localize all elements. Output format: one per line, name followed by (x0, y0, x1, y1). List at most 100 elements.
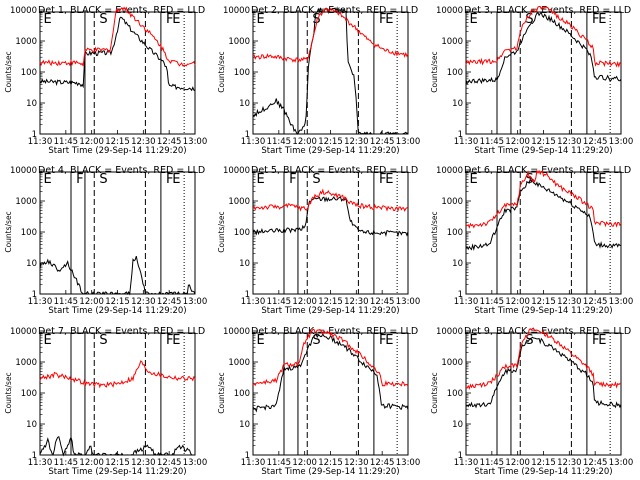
y-tick-label: 1 (245, 451, 250, 461)
x-tick-label: 12:15 (105, 458, 130, 468)
x-axis-label: Start Time (29-Sep-14 11:29:20) (261, 306, 399, 316)
y-tick-label: 10 (26, 420, 37, 430)
y-tick-label: 1000 (228, 37, 250, 47)
x-tick-label: 11:30 (28, 458, 53, 468)
x-tick-label: 13:00 (609, 137, 634, 147)
segment-label: S (525, 12, 533, 27)
x-tick-label: 12:45 (157, 458, 182, 468)
segment-label: E (385, 12, 393, 27)
x-tick-label: 12:15 (318, 458, 343, 468)
plot-frame (252, 11, 409, 135)
x-tick-label: 11:45 (54, 297, 79, 307)
panel-det-8: Det 8, BLACK = Events, RED = LLD 1 10 100 10… (217, 326, 420, 477)
segment-label: S (312, 333, 320, 348)
x-tick-label: 12:30 (557, 137, 582, 147)
plot-frame (252, 332, 409, 456)
series-line-black (39, 255, 196, 296)
x-axis-label: Start Time (29-Sep-14 11:29:20) (474, 467, 612, 477)
x-tick-label: 12:45 (370, 137, 395, 147)
x-tick-label: 12:45 (370, 458, 395, 468)
x-tick-label: 11:30 (241, 297, 266, 307)
segment-label: S (312, 12, 320, 27)
segment-label: E (385, 333, 393, 348)
y-tick-label: 1 (32, 130, 37, 140)
y-tick-label: 10000 (436, 327, 463, 337)
x-tick-label: 12:45 (583, 297, 608, 307)
panel-title: Det 6, BLACK = Events, RED = LLD (464, 165, 631, 176)
segment-label: F (166, 12, 173, 27)
plot-frame (465, 11, 622, 135)
y-tick-label: 1000 (15, 197, 37, 207)
y-tick-label: 10000 (223, 327, 250, 337)
x-tick-label: 12:45 (583, 458, 608, 468)
x-tick-label: 12:45 (370, 297, 395, 307)
series-line-red (39, 6, 196, 67)
segment-label: E (172, 172, 180, 187)
x-tick-label: 12:30 (557, 297, 582, 307)
segment-label: S (525, 333, 533, 348)
segment-label: F (592, 172, 599, 187)
segment-label: F (379, 172, 386, 187)
x-tick-label: 12:30 (131, 137, 156, 147)
x-tick-label: 12:15 (531, 458, 556, 468)
series-line-red (252, 328, 409, 387)
x-tick-label: 12:00 (505, 137, 530, 147)
y-axis-label: Counts/sec (430, 51, 439, 92)
y-tick-label: 1 (245, 130, 250, 140)
x-tick-label: 13:00 (183, 137, 208, 147)
segment-label: F (76, 172, 83, 187)
x-tick-label: 13:00 (609, 297, 634, 307)
y-tick-label: 10000 (10, 327, 37, 337)
segment-label: E (598, 333, 606, 348)
x-tick-label: 12:00 (292, 137, 317, 147)
x-tick-label: 12:30 (344, 458, 369, 468)
y-axis-label: Counts/sec (430, 211, 439, 252)
y-tick-label: 1 (458, 451, 463, 461)
x-tick-label: 12:00 (292, 297, 317, 307)
x-tick-label: 12:30 (557, 458, 582, 468)
segment-label: F (379, 333, 386, 348)
x-tick-label: 12:00 (292, 458, 317, 468)
y-tick-label: 10 (452, 259, 463, 269)
x-tick-label: 11:45 (54, 137, 79, 147)
x-tick-label: 11:45 (480, 458, 505, 468)
segment-label: F (166, 333, 173, 348)
x-tick-label: 11:30 (454, 297, 479, 307)
series-line-black (465, 11, 622, 85)
panel-det-6: Det 6, BLACK = Events, RED = LLD 1 10 100 10… (430, 165, 633, 316)
segment-label: F (592, 12, 599, 27)
x-axis-label: Start Time (29-Sep-14 11:29:20) (48, 306, 186, 316)
series-line-red (465, 6, 622, 68)
x-axis-label: Start Time (29-Sep-14 11:29:20) (48, 146, 186, 156)
panel-det-5: Det 5, BLACK = Events, RED = LLD 1 10 100 10… (217, 165, 420, 316)
y-tick-label: 100 (21, 228, 37, 238)
series-line-red (252, 188, 409, 213)
segment-label: S (99, 333, 107, 348)
x-tick-label: 11:30 (28, 297, 53, 307)
y-tick-label: 10000 (10, 6, 37, 16)
x-tick-label: 11:45 (54, 458, 79, 468)
plot-frame (465, 171, 622, 295)
y-tick-label: 1000 (228, 358, 250, 368)
segment-label: F (166, 172, 173, 187)
x-tick-label: 13:00 (396, 297, 421, 307)
y-tick-label: 10 (26, 259, 37, 269)
y-axis-label: Counts/sec (430, 372, 439, 413)
y-tick-label: 1 (458, 130, 463, 140)
y-tick-label: 100 (21, 68, 37, 78)
x-tick-label: 11:45 (267, 297, 292, 307)
y-tick-label: 10000 (436, 166, 463, 176)
x-tick-label: 12:15 (105, 297, 130, 307)
x-tick-label: 11:45 (480, 137, 505, 147)
x-axis-label: Start Time (29-Sep-14 11:29:20) (261, 467, 399, 477)
x-axis-label: Start Time (29-Sep-14 11:29:20) (261, 146, 399, 156)
segment-label: E (257, 12, 265, 27)
y-axis-label: Counts/sec (217, 372, 226, 413)
segment-label: S (99, 12, 107, 27)
y-tick-label: 1000 (15, 37, 37, 47)
x-tick-label: 13:00 (183, 297, 208, 307)
segment-label: S (525, 172, 533, 187)
x-tick-label: 11:30 (241, 137, 266, 147)
y-tick-label: 1000 (15, 358, 37, 368)
x-tick-label: 13:00 (396, 458, 421, 468)
